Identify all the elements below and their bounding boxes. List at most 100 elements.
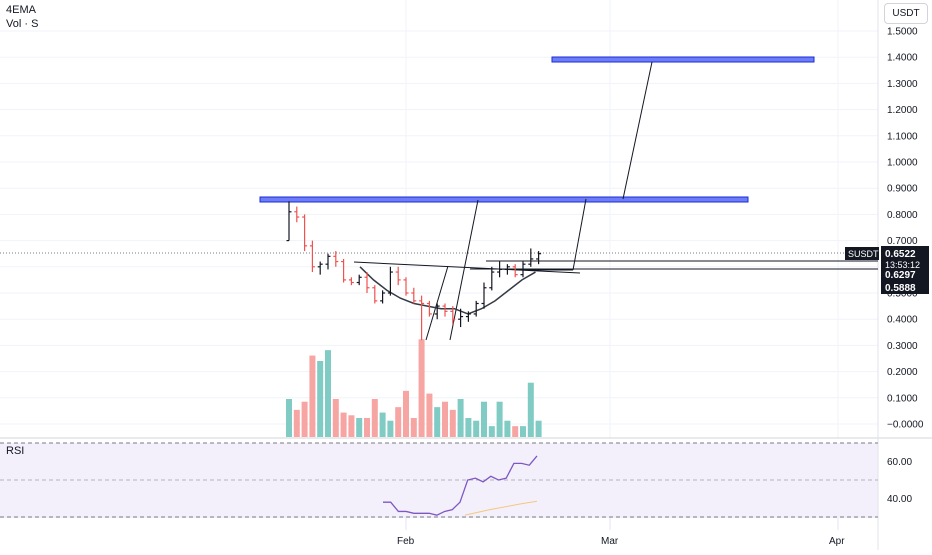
- price-bar: [403, 277, 409, 296]
- volume-bar: [395, 407, 402, 437]
- price-bar: [512, 264, 518, 278]
- price-bar: [325, 253, 331, 270]
- price-tick-label: 1.0000: [887, 158, 918, 169]
- rsi-tick-label: 40.00: [887, 494, 912, 505]
- volume-bar: [426, 393, 433, 437]
- price-bar: [294, 206, 300, 223]
- price-bar: [434, 303, 440, 320]
- drawing-zones[interactable]: [259, 56, 815, 203]
- price-bar: [411, 287, 417, 304]
- rally-line[interactable]: [425, 265, 449, 341]
- price-bar: [309, 240, 315, 273]
- price-bar: [380, 290, 386, 304]
- price-bar: [372, 285, 378, 304]
- price-bar: [520, 261, 526, 278]
- volume-bar: [488, 426, 495, 437]
- volume-bar: [332, 399, 339, 437]
- price-bar: [317, 261, 323, 275]
- price-bar: [458, 308, 464, 328]
- price-bar: [497, 261, 503, 278]
- rally-line[interactable]: [449, 199, 479, 341]
- time-label-feb: Feb: [397, 536, 415, 547]
- price-tick-label: 1.5000: [887, 27, 918, 38]
- time-label-apr: Apr: [829, 536, 845, 547]
- rsi-band: [0, 443, 878, 518]
- grid: [0, 0, 878, 530]
- volume-bar: [457, 399, 464, 437]
- price-bar: [481, 282, 487, 309]
- price-tick-label: −0.0000: [887, 420, 924, 431]
- price-bar: [333, 251, 339, 267]
- volume-bar: [442, 401, 448, 437]
- volume-bar: [465, 418, 472, 437]
- level-tag: [881, 268, 929, 281]
- price-bar: [387, 266, 393, 296]
- volume-bar: [410, 418, 417, 437]
- price-bar: [489, 266, 495, 291]
- time-axis[interactable]: Feb Mar Apr: [397, 536, 845, 547]
- rsi-line: [383, 455, 538, 516]
- volume-bar: [434, 407, 441, 437]
- target-zone-lower[interactable]: [259, 196, 749, 203]
- volume-bar: [364, 418, 370, 437]
- volume-bar: [348, 415, 355, 437]
- last-price-tag: [881, 246, 929, 272]
- volume-bar: [317, 361, 324, 437]
- last-price-label: 0.6522: [885, 249, 916, 260]
- target-zone-upper[interactable]: [551, 56, 815, 63]
- price-tick-label: 0.7000: [887, 236, 918, 247]
- volume-bar: [481, 401, 487, 437]
- volume-bar: [449, 409, 456, 437]
- price-bar: [442, 303, 448, 317]
- symbol-label: SUSDT: [848, 249, 879, 259]
- price-bar: [465, 311, 471, 322]
- price-bar: [341, 258, 347, 283]
- volume-bar: [535, 420, 542, 437]
- level-price-label: 0.5888: [885, 283, 916, 294]
- price-tick-label: 0.9000: [887, 184, 918, 195]
- volume-bar: [418, 339, 425, 437]
- volume-bar: [293, 409, 300, 437]
- volume-bar: [387, 420, 394, 437]
- price-axis[interactable]: 1.5000 1.4000 1.3000 1.2000 1.1000 1.0000 0.90…: [887, 27, 924, 431]
- volume-bar: [371, 399, 378, 437]
- price-bar: [348, 277, 354, 286]
- volume-legend[interactable]: Vol · S: [6, 18, 39, 30]
- volume-bars: [286, 339, 542, 437]
- countdown-label: 13:53:12: [885, 260, 920, 270]
- volume-bar: [309, 355, 316, 437]
- volume-bar: [496, 401, 503, 437]
- price-tick-label: 0.8000: [887, 210, 918, 221]
- level-tag: [881, 281, 929, 294]
- price-tick-label: 0.4000: [887, 315, 918, 326]
- rsi-ma-line: [464, 500, 538, 516]
- price-tick-label: 0.3000: [887, 341, 918, 352]
- level-price-label: 0.6297: [885, 270, 916, 281]
- price-bar: [504, 264, 510, 275]
- price-tick-label: 1.3000: [887, 79, 918, 90]
- price-bar: [419, 295, 425, 341]
- volume-bar: [403, 390, 409, 437]
- rsi-axis: 60.00 40.00: [887, 457, 912, 505]
- time-label-mar: Mar: [601, 536, 619, 547]
- volume-bar: [286, 399, 292, 437]
- volume-bar: [301, 401, 308, 437]
- indicator-legend[interactable]: 4EMA: [6, 4, 36, 16]
- price-tick-label: 1.1000: [887, 131, 918, 142]
- neckline[interactable]: [353, 261, 581, 274]
- price-tick-label: 1.4000: [887, 53, 918, 64]
- price-bar: [528, 248, 534, 267]
- volume-bar: [356, 418, 363, 437]
- projection-line[interactable]: [572, 198, 587, 271]
- currency-button[interactable]: USDT: [884, 3, 928, 24]
- volume-bar: [527, 382, 534, 437]
- price-bar: [395, 266, 401, 286]
- price-bar: [356, 274, 362, 286]
- rsi-legend[interactable]: RSI: [6, 445, 25, 457]
- volume-bar: [340, 412, 347, 437]
- volume-bar: [512, 426, 519, 437]
- trend-drawings[interactable]: [353, 61, 878, 341]
- projection-line[interactable]: [622, 61, 653, 200]
